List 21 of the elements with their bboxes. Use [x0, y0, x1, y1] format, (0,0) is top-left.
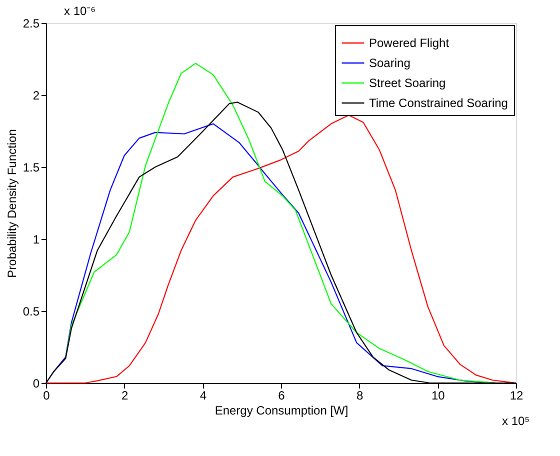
y-axis-title: Probability Density Function: [4, 129, 19, 278]
x-tick-label: 10: [431, 388, 446, 402]
y-tick-label: 2: [32, 88, 40, 102]
legend-label: Time Constrained Soaring: [369, 96, 508, 110]
y-tick-label: 2.5: [22, 16, 40, 30]
y-tick-label: 1.5: [22, 160, 40, 174]
y-tick-label: 0: [32, 376, 40, 390]
x-tick-label: 6: [278, 388, 286, 402]
x-tick-label: 0: [43, 388, 50, 402]
x-tick-label: 12: [510, 388, 524, 402]
x-tick-label: 2: [121, 388, 128, 402]
text: x 10⁵: [502, 414, 530, 428]
x-tick-label: 8: [356, 388, 364, 402]
y-tick-label: 0.5: [22, 304, 40, 318]
text: x 10⁻⁶: [64, 4, 96, 18]
legend-label: Soaring: [369, 56, 410, 70]
x-tick-label: 4: [200, 388, 207, 402]
legend-label: Street Soaring: [369, 76, 446, 90]
legend-label: Powered Flight: [369, 36, 450, 50]
x-axis-title: Energy Consumption [W]: [214, 404, 348, 418]
y-tick-label: 1: [32, 232, 40, 246]
